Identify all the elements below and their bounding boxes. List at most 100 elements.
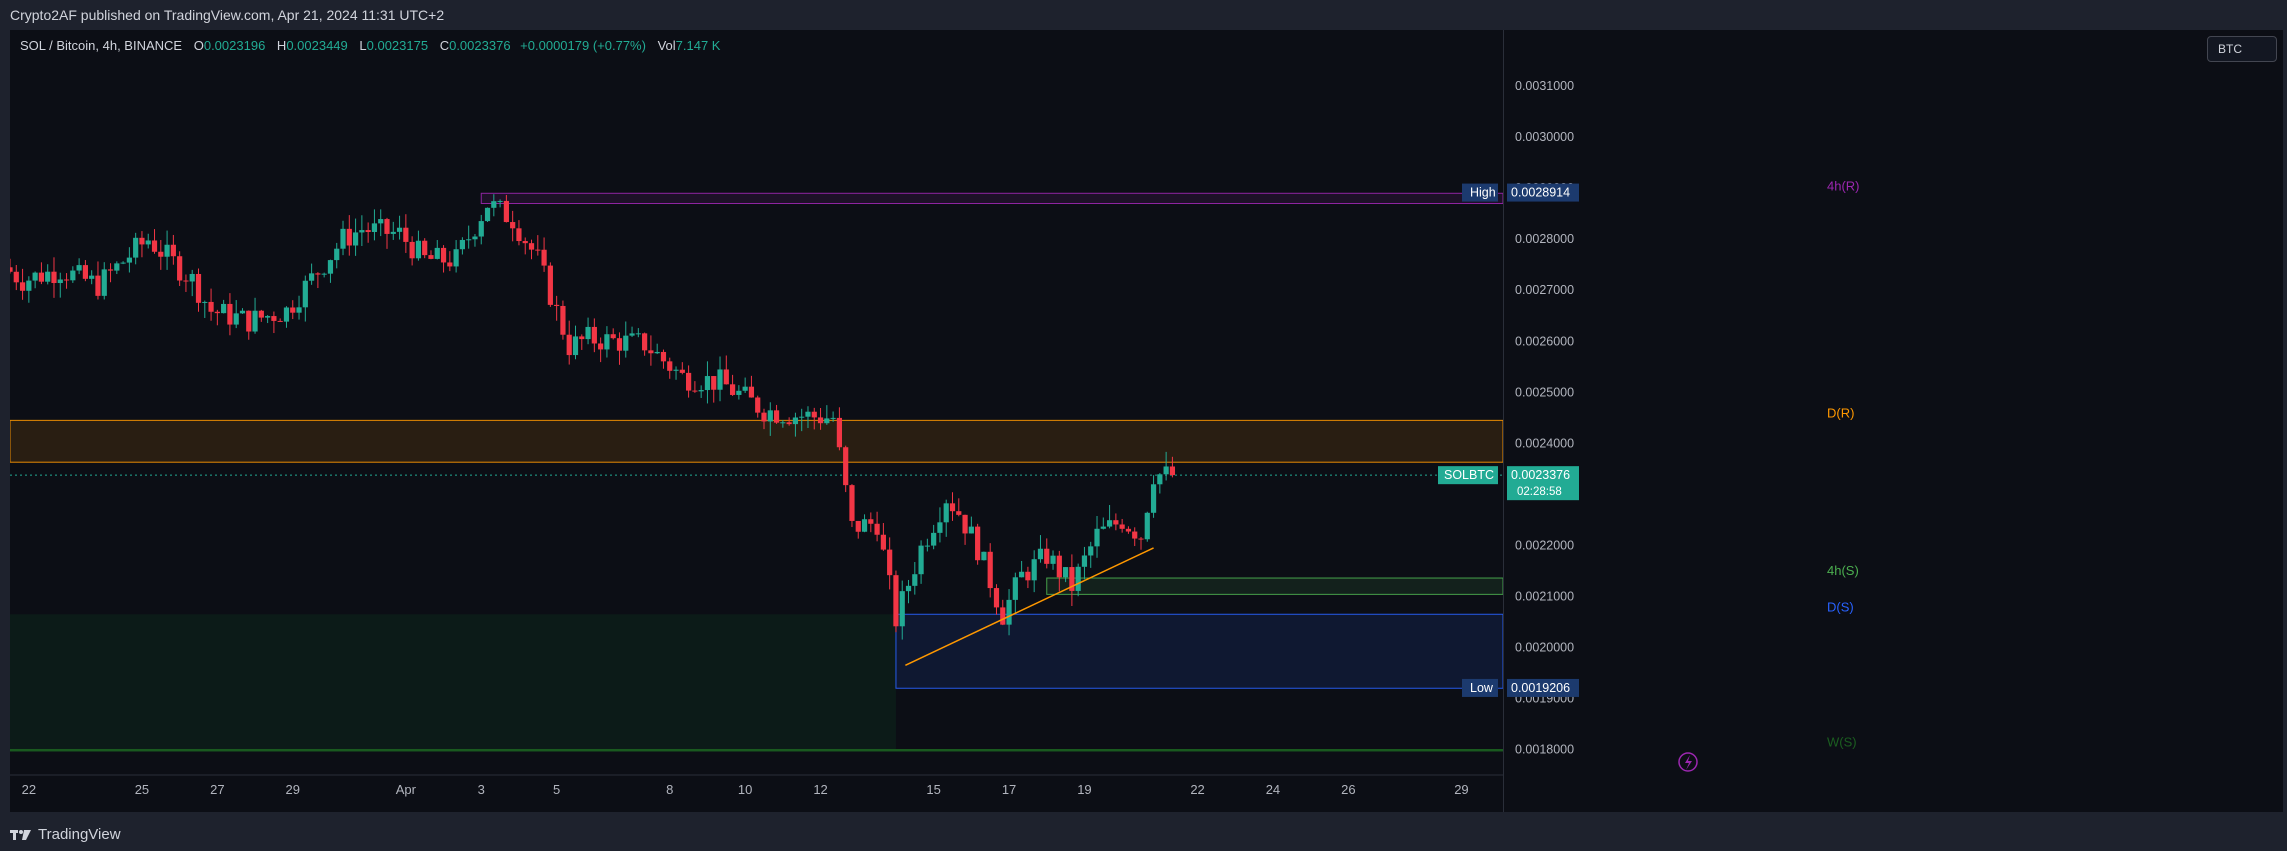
candle-body — [1144, 512, 1150, 540]
candle — [993, 584, 1000, 615]
zone-dr — [10, 419, 1504, 463]
candle-body — [1056, 555, 1062, 578]
chart-area[interactable]: 4h(R) D(R) 4h(S) D(S) W(S) 0.0031000 0.0030000… — [10, 30, 2283, 812]
ohlc-legend: SOL / Bitcoin, 4h, BINANCE O0.0023196 H0… — [20, 38, 720, 53]
candle-body — [660, 351, 667, 362]
price-chart-svg[interactable]: 4h(R) D(R) 4h(S) D(S) W(S) 0.0031000 0.0030000… — [10, 30, 2283, 812]
candle — [912, 562, 918, 595]
candle — [742, 377, 748, 393]
candle-body — [1106, 520, 1113, 527]
candle-body — [817, 417, 824, 424]
candle-body — [252, 310, 258, 332]
candle-body — [547, 265, 553, 305]
candle — [233, 300, 239, 329]
candle — [572, 325, 579, 360]
candle — [145, 233, 151, 249]
candle — [327, 259, 334, 283]
x-tick-label: 15 — [926, 782, 940, 797]
x-tick-label: 10 — [738, 782, 752, 797]
candle-body — [208, 301, 214, 312]
candle — [177, 251, 183, 286]
x-tick-label: 22 — [1190, 782, 1204, 797]
candle-body — [905, 585, 912, 592]
candle-body — [792, 417, 799, 425]
candle — [277, 318, 283, 322]
candle — [679, 362, 685, 375]
candle — [19, 268, 26, 300]
candle — [334, 242, 340, 269]
candle — [51, 257, 57, 298]
zone-ds — [895, 613, 1504, 689]
candle-body — [1157, 474, 1163, 485]
candle-body — [478, 221, 484, 237]
price-axis: 0.00310000.00300000.00290000.00280000.00… — [1438, 79, 1579, 756]
candle — [26, 276, 32, 303]
y-tick-label: 0.0024000 — [1515, 436, 1574, 450]
candle — [359, 215, 365, 247]
candle — [315, 272, 321, 289]
y-tick-label: 0.0028000 — [1515, 232, 1574, 246]
candle — [1012, 572, 1018, 614]
candle-body — [786, 422, 792, 425]
candle — [1050, 550, 1056, 570]
candle — [943, 499, 949, 537]
candle — [736, 385, 742, 400]
candle — [13, 264, 19, 291]
candle-body — [830, 417, 836, 419]
zone-label-ws: W(S) — [1827, 734, 1857, 749]
candle — [352, 218, 359, 256]
candle — [773, 404, 780, 424]
candle-body — [45, 271, 51, 282]
candle-body — [1088, 546, 1094, 556]
candle-body — [956, 511, 962, 515]
zone-label-4hs: 4h(S) — [1827, 563, 1859, 578]
candle-body — [604, 334, 610, 350]
candle-body — [937, 522, 943, 533]
candle-body — [89, 275, 95, 279]
candle — [1150, 475, 1157, 518]
candle — [1031, 550, 1037, 593]
candle — [642, 332, 648, 356]
candle — [1163, 451, 1169, 481]
candle — [516, 220, 522, 246]
candle-body — [434, 247, 440, 259]
candles — [10, 194, 1176, 640]
candle-body — [126, 257, 132, 263]
candle — [114, 261, 120, 275]
high-value: 0.0023449 — [286, 38, 348, 53]
candle — [484, 207, 491, 223]
price-marker-label: Low — [1470, 681, 1494, 695]
candle-body — [893, 575, 899, 627]
candle — [1044, 538, 1050, 569]
candle-body — [440, 247, 447, 263]
candle-body — [409, 241, 415, 259]
candle-body — [579, 336, 585, 340]
candle-body — [648, 350, 654, 354]
candle — [89, 270, 95, 285]
candle — [1113, 513, 1119, 531]
candle — [403, 214, 409, 253]
candle-body — [755, 397, 761, 413]
candle — [811, 407, 817, 430]
candle-body — [1044, 548, 1050, 564]
candle — [133, 232, 139, 265]
candle-body — [1075, 566, 1081, 591]
candle-body — [736, 390, 742, 395]
candle-body — [265, 316, 271, 318]
candle — [384, 217, 390, 249]
candle-body — [258, 310, 264, 318]
currency-button[interactable]: BTC — [2207, 36, 2277, 62]
candle-body — [729, 384, 736, 395]
symbol-label: SOL / Bitcoin, 4h, BINANCE — [20, 38, 183, 53]
candle-body — [82, 265, 88, 279]
candle — [101, 262, 107, 300]
symbol-tag-box — [1438, 466, 1498, 485]
candle-body — [466, 239, 472, 241]
low-value: 0.0023175 — [366, 38, 429, 53]
candle-body — [1019, 571, 1025, 578]
candle-body — [679, 369, 685, 373]
candle-body — [861, 519, 868, 532]
candle-body — [491, 201, 497, 208]
candle-body — [635, 333, 641, 335]
low-label: L — [359, 38, 367, 53]
